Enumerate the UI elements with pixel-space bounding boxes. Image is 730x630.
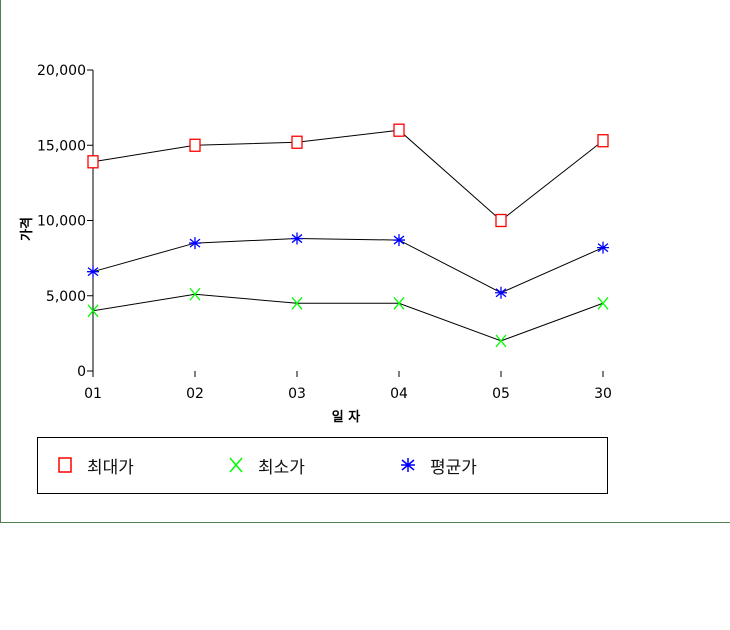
data-point-square <box>87 155 99 169</box>
chart-frame <box>0 0 730 523</box>
y-axis-label: 가격 <box>20 217 35 241</box>
series-line-0 <box>92 129 604 222</box>
data-point-asterisk <box>291 232 303 245</box>
x-tick-label: 01 <box>84 386 102 402</box>
asterisk-marker-icon <box>401 458 415 472</box>
x-marker-icon <box>229 457 243 473</box>
series-layer <box>87 123 609 348</box>
data-point-asterisk <box>87 265 99 278</box>
x-tick-label: 03 <box>288 386 306 402</box>
data-point-square <box>393 123 405 137</box>
y-tick-label: 15,000 <box>37 138 86 154</box>
legend-label-max: 최대가 <box>87 457 134 478</box>
x-tick-label: 04 <box>390 386 408 402</box>
legend-item-avg: 평균가 <box>398 452 477 478</box>
data-point-square <box>291 135 303 149</box>
data-point-square <box>189 138 201 152</box>
x-tick-label: 30 <box>594 386 612 402</box>
legend-item-max: 최대가 <box>55 452 134 478</box>
y-tick-label: 5,000 <box>46 289 86 305</box>
y-tick-label: 10,000 <box>37 214 86 230</box>
legend-label-avg: 평균가 <box>430 457 477 478</box>
data-point-square <box>597 134 609 148</box>
y-tick-label: 20,000 <box>37 63 86 79</box>
data-point-asterisk <box>189 237 201 250</box>
legend-label-min: 최소가 <box>258 457 305 478</box>
data-point-asterisk <box>393 234 405 247</box>
data-point-asterisk <box>597 241 609 254</box>
x-tick-label: 02 <box>186 386 204 402</box>
x-axis-label: 일 자 <box>332 410 360 425</box>
data-point-square <box>495 213 507 228</box>
series-line-2 <box>92 238 604 294</box>
data-point-x <box>393 296 405 310</box>
data-point-x <box>189 287 201 301</box>
data-point-asterisk <box>495 286 507 299</box>
data-point-x <box>495 334 507 348</box>
series-line-1 <box>92 293 604 342</box>
y-tick-label: 0 <box>77 364 86 380</box>
axes: 0 5,000 10,000 15,000 20,000 01 02 03 04 05 30 <box>37 63 612 402</box>
x-tick-label: 05 <box>492 386 510 402</box>
data-point-x <box>87 304 99 318</box>
data-point-x <box>597 296 609 310</box>
legend: 최대가 최소가 평균가 <box>37 437 608 494</box>
legend-item-min: 최소가 <box>226 452 305 478</box>
square-marker-icon <box>58 457 72 473</box>
data-point-x <box>291 296 303 310</box>
